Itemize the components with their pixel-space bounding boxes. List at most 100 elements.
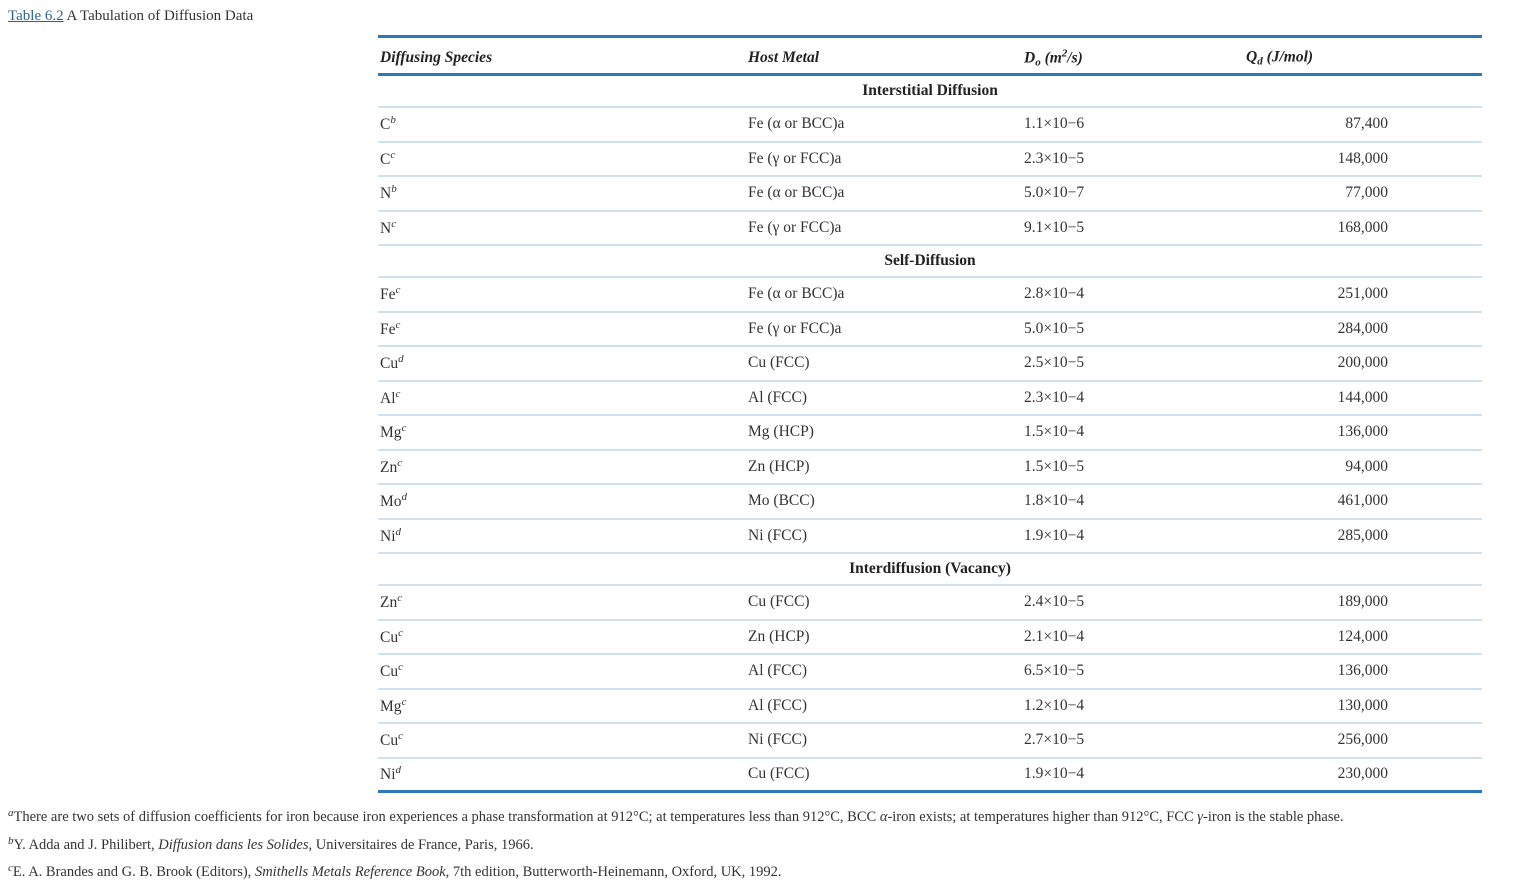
species: Mg xyxy=(380,697,402,715)
qd-value: 461,000 xyxy=(1337,492,1388,510)
data-row: Znc Zn (HCP) 1.5×10−5 94,000 xyxy=(378,451,1482,485)
species-cell: Znc xyxy=(380,457,402,477)
species-cell: Cuc xyxy=(380,627,403,647)
species-note: d xyxy=(398,353,404,366)
species: Cu xyxy=(380,355,399,373)
species-cell: Nid xyxy=(380,526,401,546)
footnote-marker: a xyxy=(8,807,14,819)
text-part: γ xyxy=(1197,809,1204,825)
d0-value: 2.5×10−5 xyxy=(1024,354,1085,372)
species-cell: Fec xyxy=(380,319,400,339)
d0-value: 1.9×10−4 xyxy=(1024,526,1085,544)
host-metal: Cu (FCC) xyxy=(748,765,810,783)
species: Ni xyxy=(380,527,396,545)
qd-value: 77,000 xyxy=(1345,184,1388,202)
species: Fe xyxy=(380,286,396,304)
species-note: c xyxy=(397,456,403,469)
d0-value: 2.8×10−4 xyxy=(1024,285,1085,303)
table-link[interactable]: Table 6.2 xyxy=(8,8,64,24)
species-cell: Fec xyxy=(380,284,400,304)
text-part: E. A. Brandes and G. B. Brook (Editors), xyxy=(12,864,255,880)
section-title: Interstitial Diffusion xyxy=(862,82,998,99)
header-row: Diffusing Species Host Metal Do (m2/s) Qd (… xyxy=(378,35,1482,76)
caption-title: A Tabulation of Diffusion Data xyxy=(66,8,254,24)
qd-value: 284,000 xyxy=(1337,319,1388,337)
species-note: b xyxy=(391,183,397,196)
header-cell: Do (m2/s) xyxy=(1024,48,1083,69)
d0-value: 1.9×10−4 xyxy=(1024,765,1085,783)
data-row: Nid Ni (FCC) 1.9×10−4 285,000 xyxy=(378,520,1482,554)
header-cell: Diffusing Species xyxy=(380,49,492,67)
text-part: , 7th edition, Butterworth-Heinemann, Ox… xyxy=(445,864,782,880)
qd-value: 130,000 xyxy=(1337,696,1388,714)
section-row: Self-Diffusion xyxy=(378,246,1482,278)
text-part: Diffusing Species xyxy=(380,49,493,67)
text-part: -iron is the stable phase. xyxy=(1203,809,1344,825)
data-row: Nb Fe (α or BCC)a 5.0×10−7 77,000 xyxy=(378,177,1482,212)
d0-value: 2.7×10−5 xyxy=(1024,731,1085,749)
species: C xyxy=(380,116,391,134)
host-metal: Cu (FCC) xyxy=(748,354,810,372)
species-cell: Cud xyxy=(380,353,404,373)
species: Mo xyxy=(380,493,402,511)
data-row: Cuc Zn (HCP) 2.1×10−4 124,000 xyxy=(378,621,1482,655)
species: C xyxy=(380,150,391,168)
species-note: c xyxy=(398,730,403,743)
qd-value: 230,000 xyxy=(1337,765,1388,783)
d0-value: 5.0×10−7 xyxy=(1024,184,1085,202)
species-cell: Cuc xyxy=(380,661,403,681)
species-note: c xyxy=(395,318,401,331)
species-note: c xyxy=(401,422,407,435)
text-part: Host Metal xyxy=(748,49,820,67)
species-note: d xyxy=(395,525,402,538)
species: Cu xyxy=(380,732,399,750)
text-part: D xyxy=(1024,49,1036,67)
qd-value: 251,000 xyxy=(1337,285,1388,303)
d0-value: 2.4×10−5 xyxy=(1024,593,1085,611)
table: Diffusing Species Host Metal Do (m2/s) Qd (… xyxy=(378,35,1482,793)
qd-value: 285,000 xyxy=(1337,526,1388,544)
species: N xyxy=(380,219,392,237)
host-metal: Mo (BCC) xyxy=(748,492,815,510)
host-metal: Fe (γ or FCC)a xyxy=(748,319,842,337)
species-cell: Nc xyxy=(380,218,396,238)
data-row: Fec Fe (γ or FCC)a 5.0×10−5 284,000 xyxy=(378,313,1482,347)
species: Cu xyxy=(380,663,399,681)
d0-value: 9.1×10−5 xyxy=(1024,218,1085,236)
host-metal: Al (FCC) xyxy=(748,388,807,406)
species-note: b xyxy=(390,114,396,127)
data-row: Mod Mo (BCC) 1.8×10−4 461,000 xyxy=(378,485,1482,520)
host-metal: Al (FCC) xyxy=(748,662,807,680)
host-metal: Zn (HCP) xyxy=(748,627,810,645)
data-row: Cb Fe (α or BCC)a 1.1×10−6 87,400 xyxy=(378,108,1482,143)
d0-value: 1.5×10−4 xyxy=(1024,423,1085,441)
d0-value: 2.3×10−5 xyxy=(1024,149,1085,167)
species-note: c xyxy=(395,284,401,297)
text-part: (m xyxy=(1040,49,1062,67)
header-cell: Qd (J/mol) xyxy=(1246,49,1313,68)
data-row: Mgc Al (FCC) 1.2×10−4 130,000 xyxy=(378,690,1482,724)
host-metal: Fe (γ or FCC)a xyxy=(748,149,842,167)
qd-value: 148,000 xyxy=(1337,149,1388,167)
species: Ni xyxy=(380,766,396,784)
text-part: , Universitaires de France, Paris, 1966. xyxy=(308,836,534,853)
data-row: Alc Al (FCC) 2.3×10−4 144,000 xyxy=(378,382,1482,416)
species: N xyxy=(380,185,392,203)
text-part: Diffusion dans les Solides xyxy=(158,836,309,853)
text-part: Smithells Metals Reference Book xyxy=(254,864,446,880)
qd-value: 87,400 xyxy=(1345,115,1388,133)
species-cell: Cc xyxy=(380,149,395,169)
text-part: (J/mol) xyxy=(1262,48,1314,66)
data-row: Cud Cu (FCC) 2.5×10−5 200,000 xyxy=(378,347,1482,382)
footnote: bY. Adda and J. Philibert, Diffusion dan… xyxy=(8,828,1344,856)
species-note: c xyxy=(398,626,403,639)
host-metal: Zn (HCP) xyxy=(748,457,810,475)
caption: Table 6.2 A Tabulation of Diffusion Data xyxy=(8,8,253,25)
section-title: Self-Diffusion xyxy=(884,252,976,269)
species-note: c xyxy=(397,592,403,605)
species-note: c xyxy=(398,661,403,674)
footnote: aThere are two sets of diffusion coeffic… xyxy=(8,800,1344,828)
qd-value: 189,000 xyxy=(1337,593,1388,611)
data-row: Mgc Mg (HCP) 1.5×10−4 136,000 xyxy=(378,416,1482,451)
